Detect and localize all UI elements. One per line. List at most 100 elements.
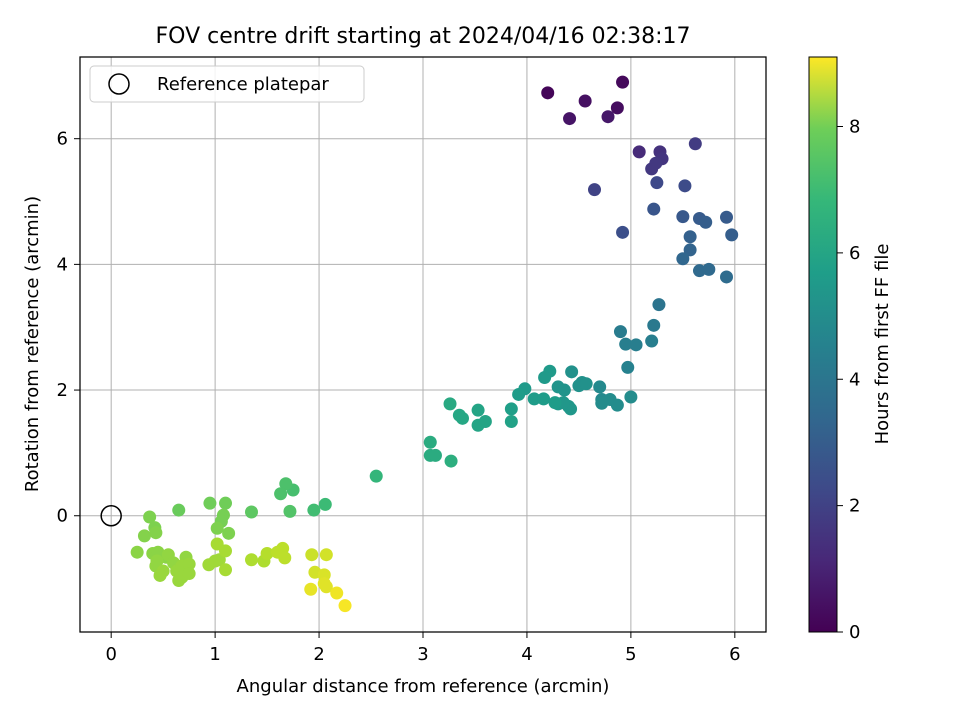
data-point (504, 402, 518, 416)
y-tick-label: 2 (57, 380, 68, 401)
data-point (616, 225, 630, 239)
data-point (557, 383, 571, 397)
colorbar-tick-label: 2 (849, 496, 860, 517)
data-point (676, 210, 690, 224)
data-point (702, 262, 716, 276)
data-point (621, 360, 635, 374)
legend-box (89, 65, 365, 103)
data-point (304, 582, 318, 596)
legend-label: Reference platepar (157, 74, 329, 95)
data-point (153, 568, 167, 582)
data-point (650, 176, 664, 190)
data-point (699, 215, 713, 229)
data-point (210, 521, 224, 535)
colorbar-label: Hours from first FF file (872, 244, 893, 445)
data-point (645, 334, 659, 348)
data-point (278, 551, 292, 565)
data-point (319, 580, 333, 594)
data-point (593, 380, 607, 394)
data-point (548, 396, 562, 410)
data-point (683, 243, 697, 257)
y-axis-label: Rotation from reference (arcmin) (22, 196, 43, 492)
data-point (203, 496, 217, 510)
colorbar-tick-label: 6 (849, 243, 860, 264)
data-point (541, 86, 555, 100)
data-point (629, 338, 643, 352)
data-point (649, 156, 663, 170)
y-tick-label: 4 (57, 254, 68, 275)
data-point (652, 298, 666, 312)
y-tick-label: 0 (57, 506, 68, 527)
reference-layer (100, 504, 122, 527)
data-point (632, 145, 646, 159)
colorbar-tick-label: 0 (849, 622, 860, 643)
data-point (307, 503, 321, 517)
data-point (720, 270, 734, 284)
data-point (130, 545, 144, 559)
data-point (423, 435, 437, 449)
x-tick-label: 1 (209, 644, 220, 665)
data-point (338, 599, 352, 613)
data-point (455, 411, 469, 425)
colorbar-tick-label: 4 (849, 369, 860, 390)
data-point (563, 112, 577, 126)
data-point (182, 557, 196, 571)
x-tick-label: 6 (729, 644, 740, 665)
x-tick-label: 4 (521, 644, 532, 665)
data-point (369, 469, 383, 483)
x-tick-label: 3 (417, 644, 428, 665)
colorbar-ticks: 0 2 4 6 8 (837, 117, 860, 643)
data-point (219, 544, 233, 558)
grid-lines (80, 57, 766, 632)
data-point (274, 487, 288, 501)
data-point (471, 418, 485, 432)
data-point (504, 414, 518, 428)
y-axis-ticks: 0 2 4 6 (57, 129, 80, 527)
data-point (172, 503, 186, 517)
data-point (219, 496, 233, 510)
data-point (647, 318, 661, 332)
data-points (130, 75, 739, 613)
data-point (512, 387, 526, 401)
data-point (613, 325, 627, 339)
x-tick-label: 5 (625, 644, 636, 665)
data-point (444, 454, 458, 468)
data-point (222, 526, 236, 540)
data-point (578, 94, 592, 108)
data-point (565, 365, 579, 379)
data-point (538, 370, 552, 384)
data-point (219, 563, 233, 577)
data-point (683, 230, 697, 244)
data-point (245, 553, 258, 567)
data-point (619, 337, 633, 351)
data-point (305, 548, 319, 562)
data-point (471, 403, 485, 417)
data-point (588, 183, 601, 197)
data-point (428, 448, 442, 462)
x-axis-ticks: 0 1 2 3 4 5 6 (105, 632, 741, 665)
reference-point-marker (100, 504, 122, 527)
data-point (678, 179, 692, 193)
data-point (537, 392, 551, 406)
x-axis-label: Angular distance from reference (arcmin) (237, 676, 610, 697)
data-point (725, 228, 739, 242)
data-point (330, 586, 344, 600)
y-tick-label: 6 (57, 129, 68, 150)
data-point (595, 396, 609, 410)
legend: Reference platepar (89, 65, 365, 103)
data-point (720, 210, 734, 224)
data-point (676, 252, 690, 266)
data-point (137, 529, 151, 543)
data-point (579, 377, 593, 391)
colorbar-gradient (808, 56, 838, 633)
x-tick-label: 2 (313, 644, 324, 665)
data-point (647, 202, 661, 216)
data-point (143, 510, 157, 524)
data-point (182, 567, 196, 581)
data-point (624, 390, 638, 404)
data-point (318, 497, 332, 511)
data-point (610, 398, 624, 412)
data-point (527, 392, 541, 406)
x-tick-label: 0 (105, 644, 116, 665)
